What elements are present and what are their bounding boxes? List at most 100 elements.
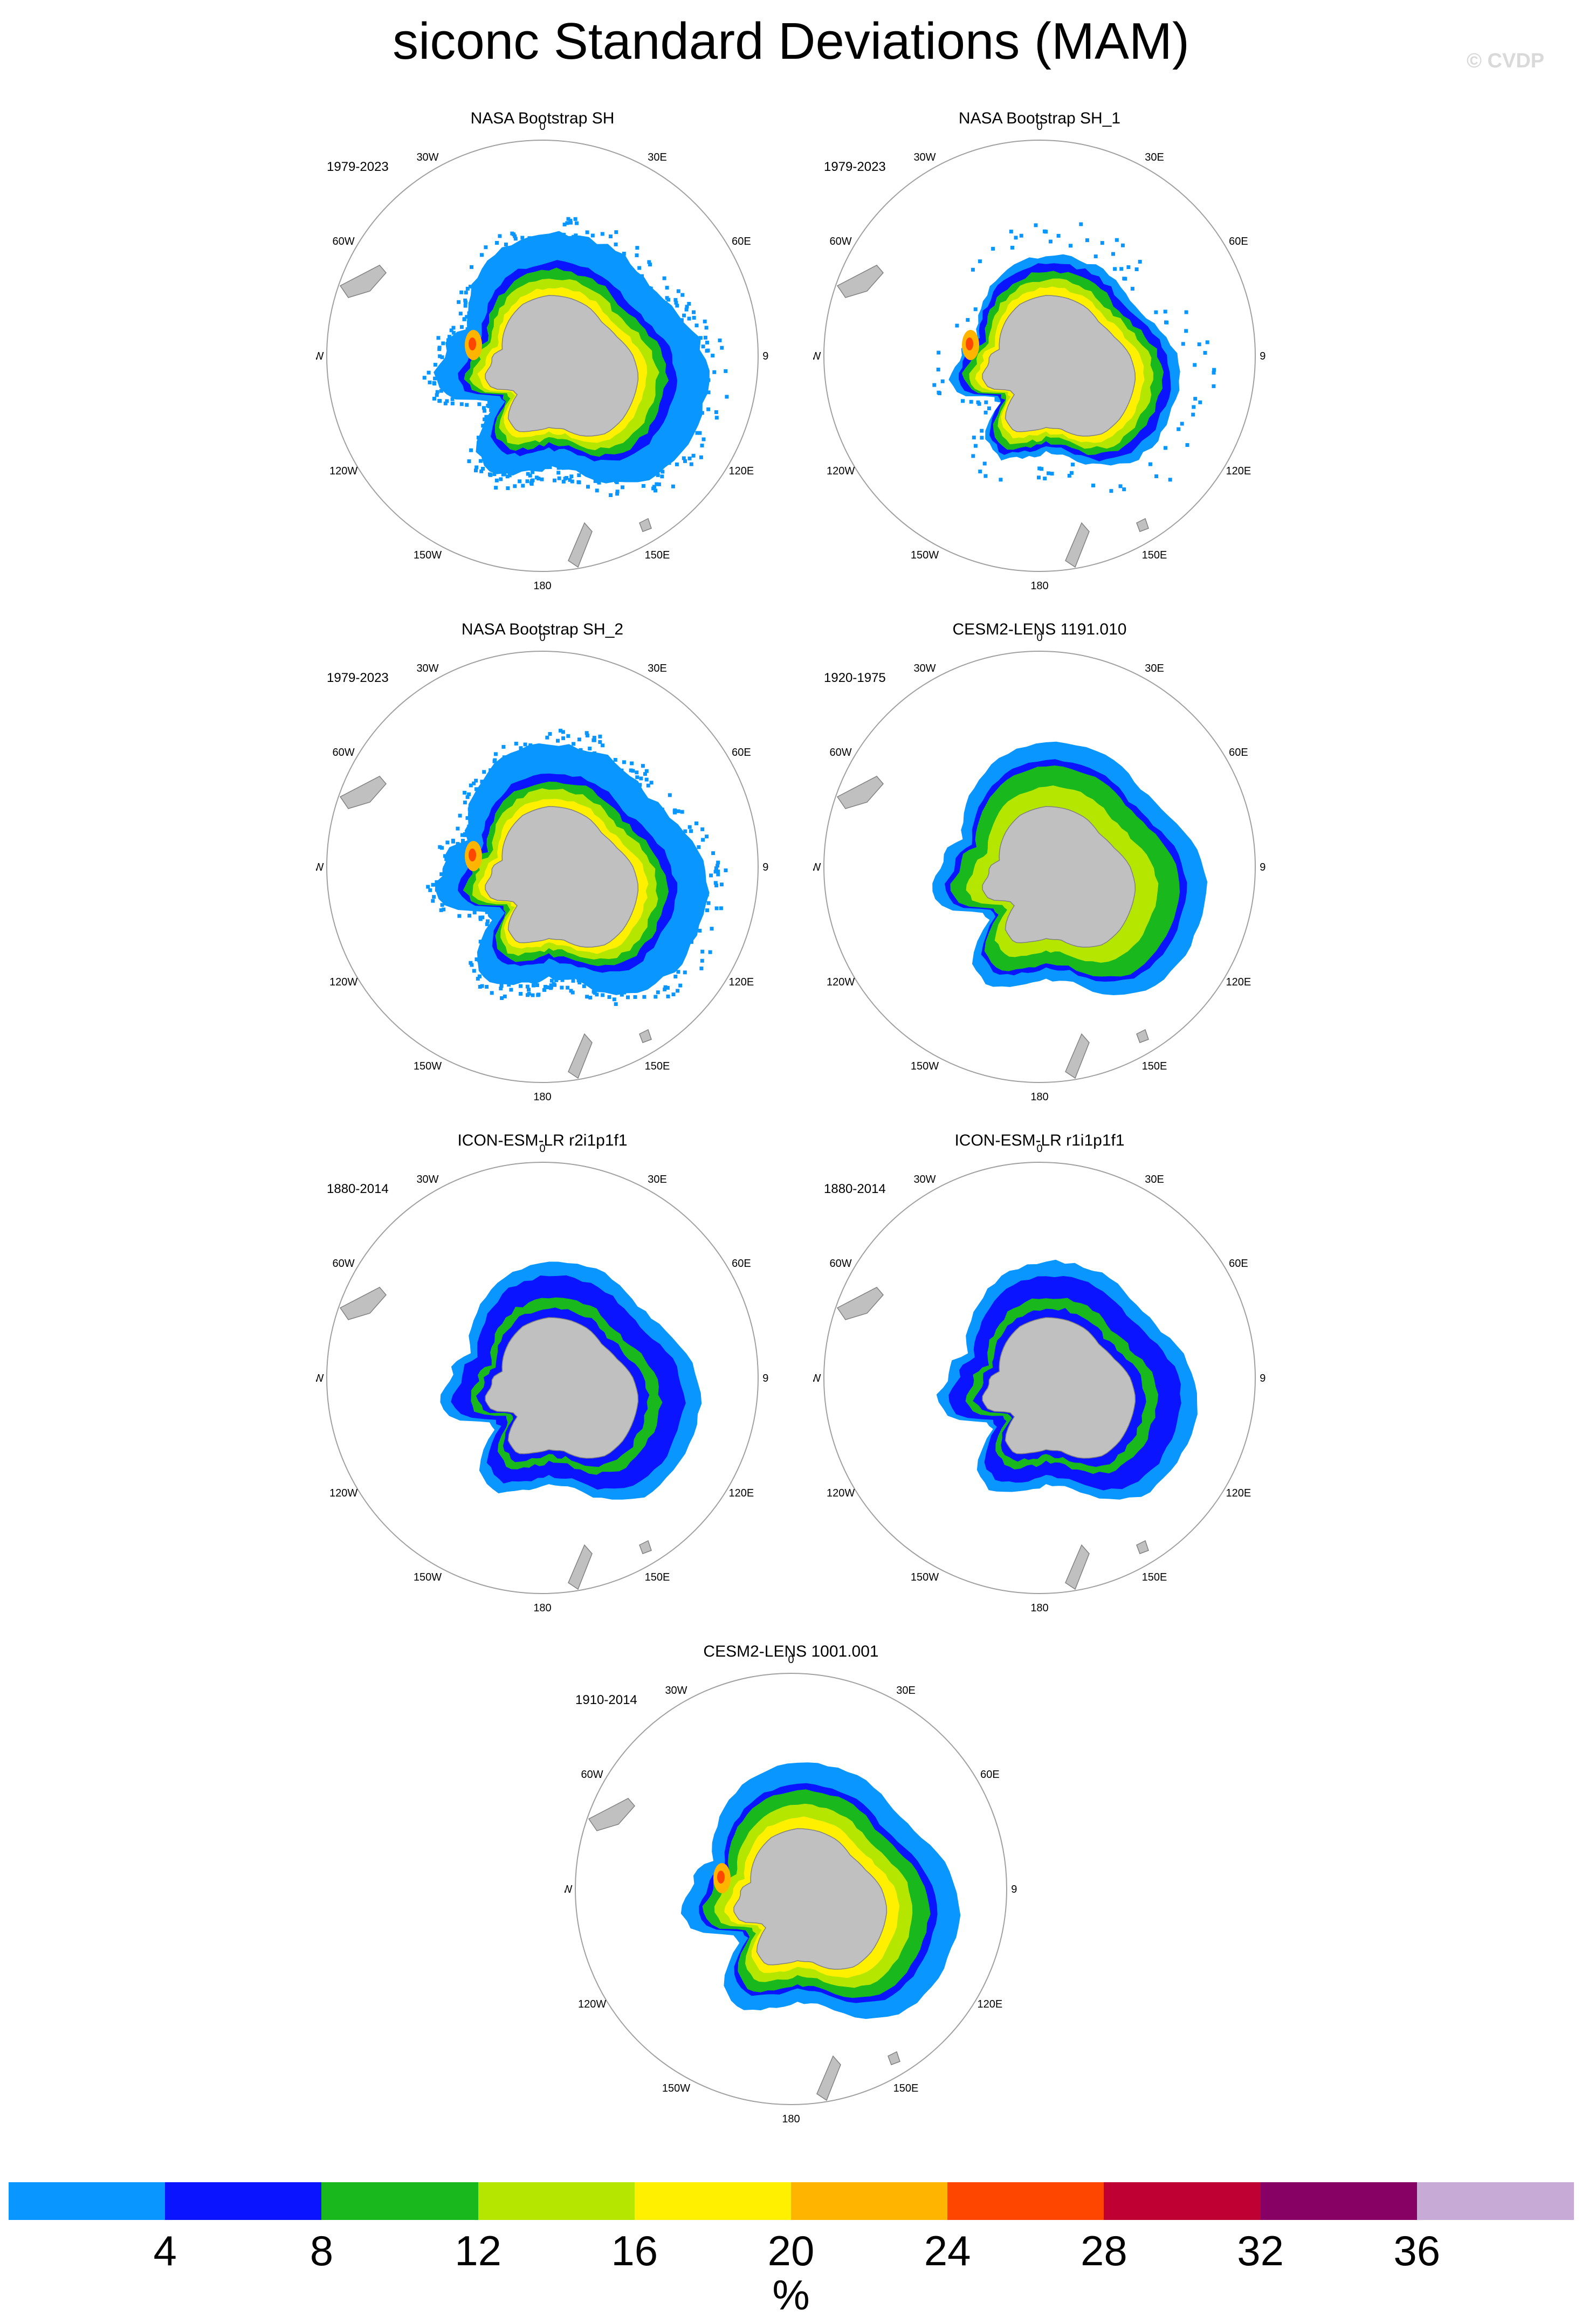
sea-ice-speckle bbox=[716, 864, 720, 868]
longitude-label: 120E bbox=[729, 465, 754, 477]
longitude-label: 30W bbox=[416, 1174, 438, 1185]
map-layers bbox=[836, 741, 1208, 1079]
sea-ice-speckle bbox=[520, 236, 525, 240]
sea-ice-speckle bbox=[493, 752, 498, 756]
longitude-label: 30W bbox=[416, 151, 438, 163]
sea-ice-speckle bbox=[712, 370, 717, 374]
sea-ice-speckle bbox=[668, 793, 672, 797]
sea-ice-speckle bbox=[505, 474, 510, 479]
sea-ice-speckle bbox=[684, 307, 689, 312]
sea-ice-speckle bbox=[614, 1002, 618, 1006]
longitude-label: 60E bbox=[1229, 747, 1248, 758]
sea-ice-speckle bbox=[656, 473, 660, 477]
sea-ice-speckle bbox=[457, 914, 462, 918]
sea-ice-speckle bbox=[660, 474, 664, 479]
sea-ice-speckle bbox=[559, 728, 562, 733]
sea-ice-speckle bbox=[649, 781, 654, 785]
sea-ice-speckle bbox=[1069, 471, 1074, 475]
sea-ice-speckle bbox=[456, 826, 460, 831]
longitude-label: 150W bbox=[911, 1060, 939, 1072]
longitude-label: 120W bbox=[827, 1487, 855, 1499]
sea-ice-speckle bbox=[535, 983, 539, 987]
sea-ice-speckle bbox=[689, 462, 693, 466]
longitude-label: 30E bbox=[1145, 151, 1164, 163]
panel-period: 1880-2014 bbox=[327, 1182, 389, 1196]
sea-ice-speckle bbox=[1034, 223, 1038, 227]
colorbar-tick-label: 16 bbox=[611, 2227, 658, 2274]
sea-ice-speckle bbox=[1193, 363, 1197, 367]
sea-ice-speckle bbox=[593, 479, 597, 483]
sea-ice-speckle bbox=[439, 872, 444, 877]
sea-ice-speckle bbox=[704, 326, 709, 330]
sea-ice-speckle bbox=[615, 492, 620, 496]
sea-ice-speckle bbox=[432, 397, 436, 401]
sea-ice-speckle bbox=[500, 996, 504, 1000]
sea-ice-speckle bbox=[544, 985, 547, 989]
colorbar-tick-label: 4 bbox=[153, 2227, 177, 2274]
sea-ice-speckle bbox=[549, 978, 554, 983]
sea-ice-speckle bbox=[630, 761, 634, 766]
longitude-label: 90E bbox=[1260, 1373, 1266, 1384]
sea-ice-speckle bbox=[661, 470, 665, 474]
sea-ice-speckle bbox=[476, 977, 480, 981]
sea-ice-speckle bbox=[1123, 277, 1127, 281]
sea-ice-speckle bbox=[1203, 351, 1207, 355]
sea-ice-speckle bbox=[463, 304, 467, 308]
sea-ice-speckle bbox=[1043, 229, 1047, 233]
sea-ice-speckle bbox=[531, 983, 535, 988]
colorbar-segment bbox=[9, 2182, 166, 2220]
sea-ice-speckle bbox=[1010, 245, 1014, 250]
sea-ice-speckle bbox=[474, 468, 478, 473]
sea-ice-speckle bbox=[439, 908, 443, 912]
sea-ice-speckle bbox=[699, 455, 703, 459]
sea-ice-speckle bbox=[969, 399, 973, 404]
sea-ice-speckle bbox=[441, 341, 445, 346]
sea-ice-speckle bbox=[687, 825, 692, 829]
sea-ice-speckle bbox=[482, 406, 486, 410]
longitude-label: 0 bbox=[539, 632, 545, 644]
sea-ice-speckle bbox=[529, 482, 534, 486]
longitude-label: 120W bbox=[329, 465, 357, 477]
sea-ice-speckle bbox=[565, 221, 569, 225]
sea-ice-speckle bbox=[1177, 427, 1181, 431]
sea-ice-speckle bbox=[665, 286, 669, 290]
sea-ice-speckle bbox=[705, 340, 709, 344]
sea-ice-speckle bbox=[671, 992, 676, 997]
sea-ice-speckle bbox=[1154, 474, 1159, 478]
sea-ice-speckle bbox=[549, 983, 553, 988]
sea-ice-speckle bbox=[937, 390, 941, 395]
sea-ice-speckle bbox=[675, 462, 679, 466]
sea-ice-speckle bbox=[676, 289, 680, 293]
longitude-label: 90W bbox=[813, 350, 821, 362]
sea-ice-speckle bbox=[459, 402, 464, 406]
longitude-label: 120W bbox=[827, 976, 855, 988]
sea-ice-speckle bbox=[987, 406, 991, 410]
longitude-label: 30E bbox=[896, 1685, 916, 1697]
new-zealand-landmass bbox=[568, 1544, 593, 1590]
sea-ice-speckle bbox=[507, 983, 511, 987]
sea-ice-speckle bbox=[1180, 422, 1184, 426]
sea-ice-speckle bbox=[692, 316, 696, 320]
sea-ice-speckle bbox=[973, 444, 978, 448]
longitude-label: 150W bbox=[414, 1571, 442, 1583]
sea-ice-speckle bbox=[703, 319, 707, 323]
sea-ice-speckle bbox=[432, 382, 437, 386]
sea-ice-speckle bbox=[528, 473, 532, 478]
sea-ice-speckle bbox=[955, 323, 959, 328]
longitude-label: 60E bbox=[732, 1258, 751, 1270]
sea-ice-speckle bbox=[1120, 243, 1125, 247]
sea-ice-speckle bbox=[560, 985, 564, 990]
longitude-label: 150E bbox=[1142, 549, 1167, 561]
sea-ice-speckle bbox=[705, 908, 709, 913]
sea-ice-speckle bbox=[568, 478, 572, 482]
sea-ice-speckle bbox=[575, 221, 579, 225]
sea-ice-speckle bbox=[725, 395, 729, 399]
sea-ice-speckle bbox=[620, 992, 624, 997]
sea-ice-speckle bbox=[716, 870, 720, 874]
sea-ice-speckle bbox=[542, 988, 546, 992]
map-boundary bbox=[326, 651, 759, 1083]
sea-ice-speckle bbox=[629, 768, 633, 773]
sea-ice-speckle bbox=[973, 307, 978, 312]
sea-ice-speckle bbox=[641, 764, 645, 768]
sea-ice-speckle bbox=[626, 995, 630, 999]
